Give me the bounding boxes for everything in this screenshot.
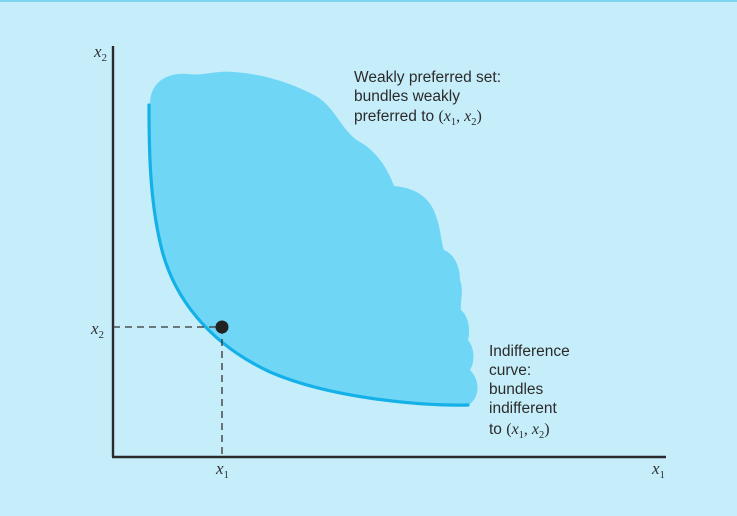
y-tick-label: x2 bbox=[90, 319, 104, 341]
preferred-set-bundle-open: ( bbox=[438, 108, 443, 125]
preferred-set-line-3: preferred to (x1, x2) bbox=[354, 108, 482, 128]
indifference-bundle-a: x bbox=[511, 421, 519, 438]
indifference-bundle-sep: , bbox=[524, 421, 532, 438]
indifference-bundle-b: x bbox=[531, 421, 539, 438]
indifference-bundle-open: ( bbox=[506, 421, 511, 438]
x-axis-label-base: x bbox=[651, 459, 660, 478]
x-axis-label-sub: 1 bbox=[660, 469, 666, 481]
preferred-set-bundle-a: x bbox=[443, 108, 451, 125]
preferred-set-bundle-sep: , bbox=[456, 108, 464, 125]
indifference-line-5: to (x1, x2) bbox=[489, 421, 550, 441]
bundle-point bbox=[215, 320, 229, 334]
indifference-bundle-close: ) bbox=[544, 421, 549, 438]
preferred-set-line-2: bundles weakly bbox=[354, 88, 460, 105]
preferred-set-bundle-b: x bbox=[463, 108, 471, 125]
indifference-line-3: bundles bbox=[489, 381, 544, 398]
indifference-line-5-prefix: to bbox=[489, 421, 506, 438]
indifference-bundle-a-sub: 1 bbox=[519, 430, 524, 441]
y-axis-label: x2 bbox=[93, 42, 107, 64]
preferred-set-line-1: Weakly preferred set: bbox=[354, 69, 501, 86]
indifference-line-1: Indifference bbox=[489, 343, 570, 360]
weakly-preferred-set-region bbox=[149, 71, 478, 406]
x-axis-label: x1 bbox=[651, 459, 665, 481]
y-axis-label-base: x bbox=[93, 42, 102, 61]
preferred-set-line-3-prefix: preferred to bbox=[354, 108, 438, 125]
indifference-bundle-b-sub: 2 bbox=[539, 430, 544, 441]
x-tick-label: x1 bbox=[215, 459, 229, 481]
y-tick-label-sub: 2 bbox=[99, 329, 105, 341]
preferred-set-bundle-b-sub: 2 bbox=[471, 117, 476, 128]
preferred-set-annotation: Weakly preferred set: bundles weakly pre… bbox=[354, 69, 501, 128]
preferred-set-bundle-a-sub: 1 bbox=[451, 117, 456, 128]
x-tick-label-sub: 1 bbox=[224, 469, 230, 481]
indifference-line-4: indifferent bbox=[489, 400, 557, 417]
y-tick-label-base: x bbox=[90, 319, 99, 338]
indifference-line-2: curve: bbox=[489, 362, 531, 379]
preferred-set-bundle-close: ) bbox=[476, 108, 481, 125]
y-axis-label-sub: 2 bbox=[102, 52, 108, 64]
indifference-curve-annotation: Indifference curve: bundles indifferent … bbox=[489, 343, 570, 441]
x-tick-label-base: x bbox=[215, 459, 224, 478]
indifference-curve bbox=[147, 103, 470, 407]
